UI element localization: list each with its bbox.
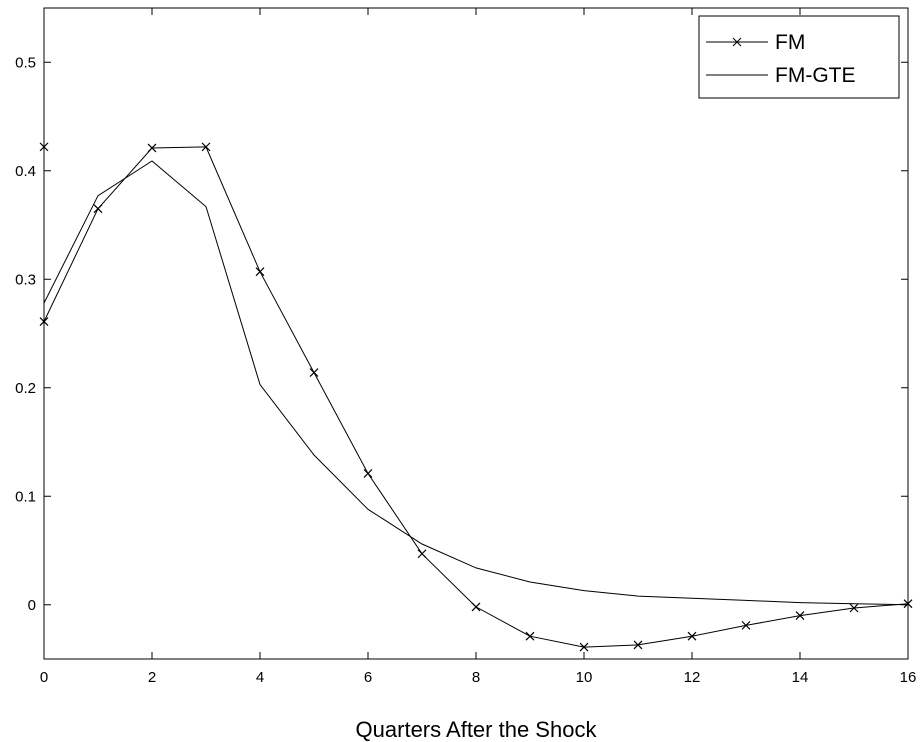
legend-box — [698, 15, 900, 99]
legend-label-fm: FM — [775, 31, 805, 54]
legend-marker-fm — [732, 37, 742, 47]
series-layer — [39, 142, 913, 652]
data-point-fm — [579, 642, 589, 652]
data-point-fm — [741, 620, 751, 630]
y-tick-label: 0.4 — [15, 163, 36, 180]
data-point-fm — [255, 267, 265, 277]
data-point-fm — [795, 611, 805, 621]
plot-area — [43, 7, 909, 660]
data-point-fm — [363, 469, 373, 478]
y-tick-label: 0.5 — [15, 54, 36, 71]
axis-ticks: 0 2 4 6 8 10 12 14 16 0 0.1 0.2 0.3 0.4 0.5 — [15, 8, 916, 686]
y-tick-label: 0.1 — [15, 488, 36, 505]
legend-label-fm-gte: FM-GTE — [775, 64, 855, 87]
series-line-fm-gte — [43, 160, 909, 606]
x-tick-label: 16 — [900, 669, 917, 686]
data-point-fm — [147, 143, 157, 153]
y-tick-label: 0.3 — [15, 271, 36, 288]
x-tick-label: 6 — [364, 669, 372, 686]
x-tick-label: 0 — [40, 669, 48, 686]
y-tick-label: 0 — [28, 597, 36, 614]
x-tick-label: 10 — [576, 669, 593, 686]
legend: FM FM-GTE — [698, 15, 900, 99]
data-point-fm — [39, 317, 49, 326]
data-point-fm — [309, 368, 319, 377]
x-axis-title: Quarters After the Shock — [356, 717, 598, 742]
annotation-marker — [39, 142, 49, 152]
x-tick-label: 8 — [472, 669, 480, 686]
x-tick-label: 12 — [684, 669, 701, 686]
x-tick-label: 14 — [792, 669, 809, 686]
data-point-fm — [687, 631, 697, 641]
data-point-fm — [903, 599, 913, 609]
data-point-fm — [525, 631, 535, 641]
y-tick-label: 0.2 — [15, 380, 36, 397]
data-point-fm — [201, 142, 211, 152]
x-tick-label: 2 — [148, 669, 156, 686]
x-tick-label: 4 — [256, 669, 264, 686]
data-point-fm — [93, 204, 103, 214]
data-point-fm — [471, 602, 481, 612]
data-point-fm — [849, 603, 859, 613]
data-point-fm — [633, 640, 643, 650]
data-point-fm — [417, 549, 427, 559]
